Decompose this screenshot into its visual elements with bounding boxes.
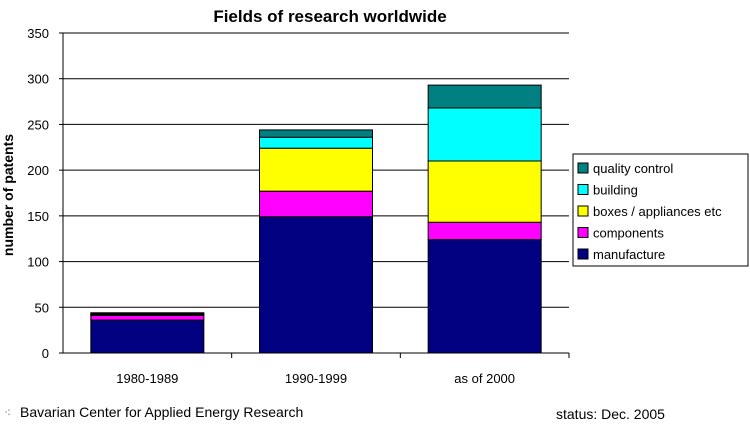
y-tick-labels: 0 50 100 150 200 250 300 350 — [27, 26, 49, 361]
x-tick-labels: 1980-1989 1990-1999 as of 2000 — [116, 371, 515, 386]
bar-segment-components-1 — [258, 190, 374, 218]
y-tick-label: 350 — [27, 26, 49, 41]
x-tick-label: 1980-1989 — [116, 371, 178, 386]
bar-segment-building-1 — [258, 136, 374, 149]
legend-label: boxes / appliances etc — [593, 204, 722, 219]
bar-segment-components-2 — [427, 221, 542, 241]
bar-segment-components-0 — [90, 315, 205, 321]
y-tick-label: 100 — [27, 255, 49, 270]
axes — [59, 32, 570, 358]
legend-label: components — [593, 226, 664, 241]
bar-segment-quality-control-2 — [427, 84, 542, 109]
bar-segment-quality-control-1 — [258, 129, 374, 138]
bar-segment-boxes-appliances-etc-1 — [258, 147, 374, 192]
legend-swatch — [577, 162, 589, 174]
source-text: Bavarian Center for Applied Energy Resea… — [20, 404, 304, 420]
legend-swatch — [577, 184, 589, 195]
y-tick-label: 200 — [27, 163, 49, 178]
y-tick-label: 0 — [42, 346, 49, 361]
legend-box — [572, 153, 749, 267]
y-tick-label: 50 — [35, 300, 49, 315]
legend-label: manufacture — [593, 247, 665, 262]
bar-segment-manufacture-0 — [90, 319, 205, 354]
bar-segment-building-2 — [427, 107, 542, 162]
bars — [90, 84, 542, 354]
bar-segment-quality-control-0 — [90, 312, 205, 315]
y-tick-label: 250 — [27, 117, 49, 132]
chart-title: Fields of research worldwide — [213, 7, 446, 26]
y-tick-label: 300 — [27, 72, 49, 87]
bar-segment-manufacture-1 — [258, 216, 374, 354]
x-tick-label: as of 2000 — [454, 371, 515, 386]
source-note: ⁖ Bavarian Center for Applied Energy Rese… — [4, 404, 303, 420]
legend-swatch — [577, 248, 589, 260]
bar-segment-boxes-appliances-etc-2 — [427, 160, 542, 223]
logo-icon: ⁖ — [4, 406, 12, 420]
status-note: status: Dec. 2005 — [556, 406, 665, 422]
legend: quality control building boxes / appliance… — [572, 153, 749, 267]
legend-swatch — [577, 205, 589, 217]
y-axis-label: number of patents — [0, 134, 16, 256]
legend-label: building — [593, 183, 638, 198]
x-tick-label: 1990-1999 — [285, 371, 347, 386]
y-tick-label: 150 — [27, 209, 49, 224]
legend-swatch — [577, 227, 589, 238]
legend-label: quality control — [593, 161, 673, 176]
bar-segment-manufacture-2 — [427, 239, 542, 354]
